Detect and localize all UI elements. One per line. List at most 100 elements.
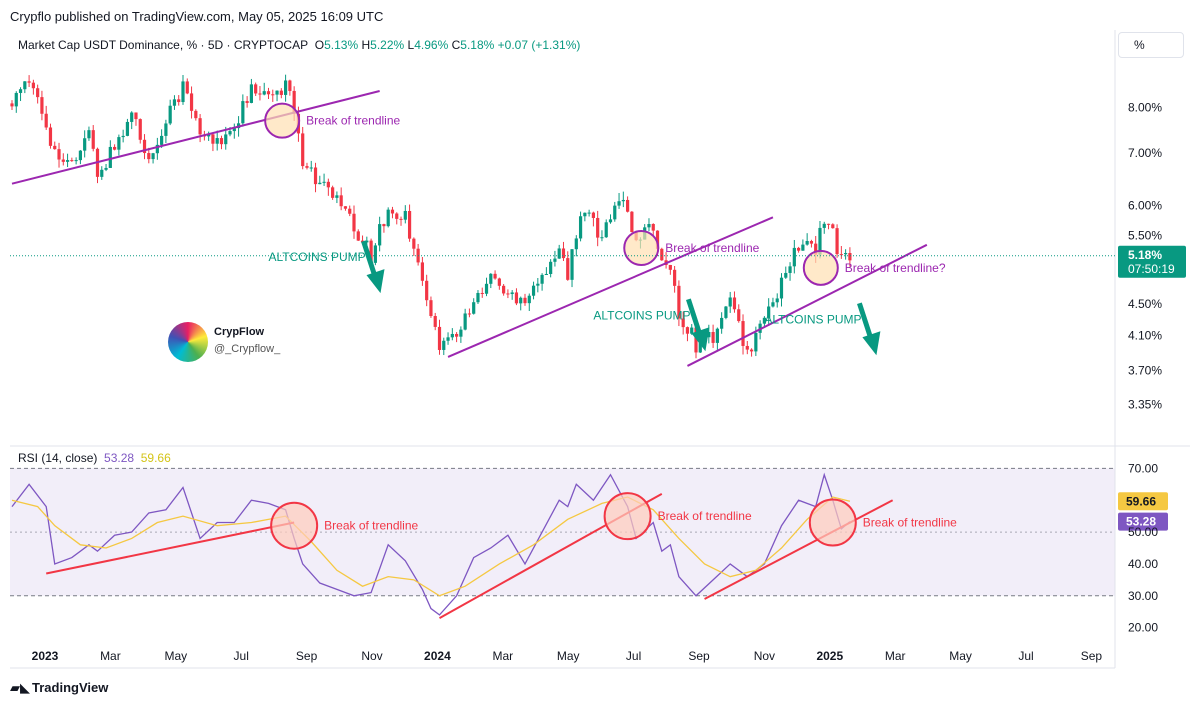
- candle-body: [715, 328, 719, 343]
- candle-body: [390, 209, 395, 214]
- candle-body: [87, 130, 91, 139]
- ohlc-change: +0.07 (+1.31%): [497, 38, 581, 52]
- candle-body: [745, 345, 749, 350]
- candle-body: [78, 150, 82, 161]
- axes-layer: 8.00% 7.00% 6.00% 5.50% 4.50% 4.10% 3.70% 3.35%…: [32, 101, 1163, 663]
- candle-body: [168, 105, 172, 124]
- candle-body: [395, 213, 399, 219]
- candle-body: [36, 88, 40, 98]
- time-tick-label: Nov: [361, 649, 382, 663]
- candle-body: [583, 212, 587, 217]
- candle-body: [848, 253, 852, 261]
- time-tick-label: Sep: [296, 649, 318, 663]
- candle-body: [788, 266, 792, 273]
- candle-body: [771, 302, 775, 307]
- candle-body: [18, 89, 23, 93]
- candle-body: [151, 153, 155, 160]
- candle-body: [10, 103, 14, 107]
- ohlc-open: 5.13%: [324, 38, 359, 52]
- rsi-tick-label: 30.00: [1128, 589, 1158, 603]
- rsi-value-tag-text: 53.28: [1126, 515, 1156, 529]
- candle-body: [403, 210, 407, 220]
- last-price-tag: [1118, 245, 1186, 278]
- candle-body: [749, 349, 754, 352]
- time-tick-label: Sep: [688, 649, 710, 663]
- candle-body: [219, 138, 224, 145]
- candle-body: [74, 160, 78, 162]
- candle-body: [91, 130, 95, 149]
- candle-body: [194, 110, 198, 119]
- candle-body: [459, 329, 463, 337]
- candle-body: [741, 321, 745, 346]
- candle-body: [596, 217, 600, 238]
- candle-body: [775, 298, 779, 303]
- candle-body: [378, 224, 382, 246]
- candle-body: [732, 297, 737, 310]
- candle-body: [53, 145, 57, 150]
- candle-body: [835, 228, 839, 255]
- candle-body: [386, 209, 390, 227]
- price-tick-label: 3.35%: [1128, 397, 1162, 411]
- candle-body: [211, 134, 215, 144]
- ohlc-low: 4.96%: [414, 38, 449, 52]
- break-circle: [264, 102, 301, 139]
- candle-body: [288, 80, 292, 91]
- candle-body: [784, 272, 788, 278]
- down-arrow-head-icon: [366, 269, 385, 294]
- candle-body: [313, 167, 318, 185]
- candle-body: [134, 112, 138, 120]
- candle-body: [44, 113, 48, 128]
- rsi-layer: Break of trendline Break of trendline Brea…: [11, 472, 1168, 619]
- candle-body: [728, 297, 732, 307]
- candle-body: [117, 137, 121, 150]
- candle-body: [437, 326, 442, 350]
- candle-body: [356, 231, 360, 241]
- percent-scale-button[interactable]: %: [1118, 32, 1184, 58]
- candle-body: [587, 212, 591, 214]
- rsi-break-annotation: Break of trendline: [658, 509, 752, 523]
- rsi-value-label: 53.28: [104, 451, 135, 465]
- candle-body: [433, 316, 437, 327]
- candle-body: [429, 300, 433, 317]
- candle-body: [279, 90, 283, 95]
- candle-body: [754, 332, 758, 352]
- rsi-ma-value-tag: [1118, 492, 1168, 511]
- candle-body: [23, 81, 27, 90]
- candle-body: [591, 212, 595, 218]
- candle-body: [318, 182, 322, 185]
- candle-body: [241, 101, 245, 124]
- candle-body: [258, 93, 262, 95]
- symbol-legend[interactable]: Market Cap USDT Dominance, % · 5D · CRYP…: [18, 38, 580, 52]
- candle-body: [600, 237, 604, 239]
- rsi-ma-value-tag-text: 59.66: [1126, 494, 1156, 508]
- rsi-break-circle: [270, 501, 319, 550]
- candle-body: [365, 240, 369, 243]
- rsi-tick-label: 20.00: [1128, 621, 1158, 635]
- candle-body: [65, 160, 70, 162]
- candle-body: [207, 134, 211, 137]
- down-arrow-head-icon: [862, 331, 881, 356]
- candle-body: [655, 230, 660, 249]
- symbol-title: Market Cap USDT Dominance, % · 5D · CRYP…: [18, 38, 309, 52]
- rsi-break-circle: [603, 492, 652, 541]
- candle-body: [121, 135, 125, 138]
- footer-brand: ▰◣ TradingView: [10, 680, 108, 696]
- price-trendline: [447, 216, 774, 358]
- candle-body: [275, 90, 279, 95]
- candle-body: [484, 283, 489, 294]
- candle-body: [198, 118, 202, 135]
- candle-body: [373, 245, 377, 263]
- rsi-legend[interactable]: RSI (14, close) 53.28 59.66: [18, 451, 171, 465]
- break-annotation: Break of trendline: [665, 241, 759, 255]
- candle-body: [125, 121, 130, 136]
- candle-body: [510, 292, 514, 295]
- candle-body: [57, 149, 61, 160]
- candle-body: [690, 327, 694, 334]
- candle-body: [245, 101, 249, 103]
- candle-body: [536, 283, 540, 286]
- price-tick-label: 7.00%: [1128, 146, 1162, 160]
- candle-body: [493, 273, 497, 279]
- time-tick-label: Sep: [1081, 649, 1103, 663]
- candle-body: [604, 222, 608, 238]
